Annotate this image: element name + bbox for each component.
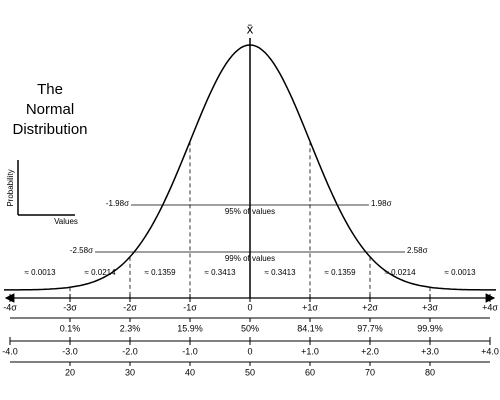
percentile-label: 97.7% bbox=[357, 323, 383, 333]
area-label: ≈ 0.0214 bbox=[84, 268, 116, 277]
percentile-label: 50% bbox=[241, 323, 259, 333]
t-label: 60 bbox=[305, 367, 315, 377]
sigma-label: -2σ bbox=[123, 302, 137, 312]
sigma-label: +1σ bbox=[302, 302, 318, 312]
z-label: +2.0 bbox=[361, 346, 379, 356]
z-label: -1.0 bbox=[182, 346, 198, 356]
sigma-label: +2σ bbox=[362, 302, 378, 312]
percentile-label: 84.1% bbox=[297, 323, 323, 333]
mean-symbol: x̄ bbox=[247, 21, 254, 36]
title-line: Distribution bbox=[12, 121, 87, 138]
interval-95-left: -1.98σ bbox=[106, 199, 129, 208]
z-label: +4.0 bbox=[481, 346, 499, 356]
t-label: 50 bbox=[245, 367, 255, 377]
sigma-label: -4σ bbox=[3, 302, 17, 312]
interval-95-label: 95% of values bbox=[225, 207, 275, 216]
z-label: -4.0 bbox=[2, 346, 18, 356]
t-label: 40 bbox=[185, 367, 195, 377]
z-label: +3.0 bbox=[421, 346, 439, 356]
interval-95-right: 1.98σ bbox=[371, 199, 392, 208]
interval-99-label: 99% of values bbox=[225, 254, 275, 263]
mini-x-label: Values bbox=[54, 217, 78, 226]
t-label: 70 bbox=[365, 367, 375, 377]
z-label: -3.0 bbox=[62, 346, 78, 356]
sigma-label: -1σ bbox=[183, 302, 197, 312]
z-label: +1.0 bbox=[301, 346, 319, 356]
t-label: 80 bbox=[425, 367, 435, 377]
percentile-label: 99.9% bbox=[417, 323, 443, 333]
area-label: ≈ 0.1359 bbox=[144, 268, 176, 277]
percentile-label: 15.9% bbox=[177, 323, 203, 333]
area-label: ≈ 0.0013 bbox=[444, 268, 476, 277]
area-label: ≈ 0.0214 bbox=[384, 268, 416, 277]
normal-curve bbox=[4, 44, 496, 291]
sigma-label: -3σ bbox=[63, 302, 77, 312]
percentile-label: 0.1% bbox=[60, 323, 81, 333]
mini-y-label: Probability bbox=[6, 169, 15, 206]
area-label: ≈ 0.3413 bbox=[204, 268, 236, 277]
area-label: ≈ 0.0013 bbox=[24, 268, 56, 277]
area-label: ≈ 0.3413 bbox=[264, 268, 296, 277]
interval-99-left: -2.58σ bbox=[70, 246, 93, 255]
interval-99-right: 2.58σ bbox=[407, 246, 428, 255]
area-label: ≈ 0.1359 bbox=[324, 268, 356, 277]
percentile-label: 2.3% bbox=[120, 323, 141, 333]
sigma-label: 0 bbox=[247, 302, 252, 312]
sigma-label: +4σ bbox=[482, 302, 498, 312]
sigma-label: +3σ bbox=[422, 302, 438, 312]
z-label: -2.0 bbox=[122, 346, 138, 356]
t-label: 30 bbox=[125, 367, 135, 377]
title-line: Normal bbox=[26, 101, 74, 118]
title-line: The bbox=[37, 81, 63, 98]
t-label: 20 bbox=[65, 367, 75, 377]
z-label: 0 bbox=[247, 346, 252, 356]
